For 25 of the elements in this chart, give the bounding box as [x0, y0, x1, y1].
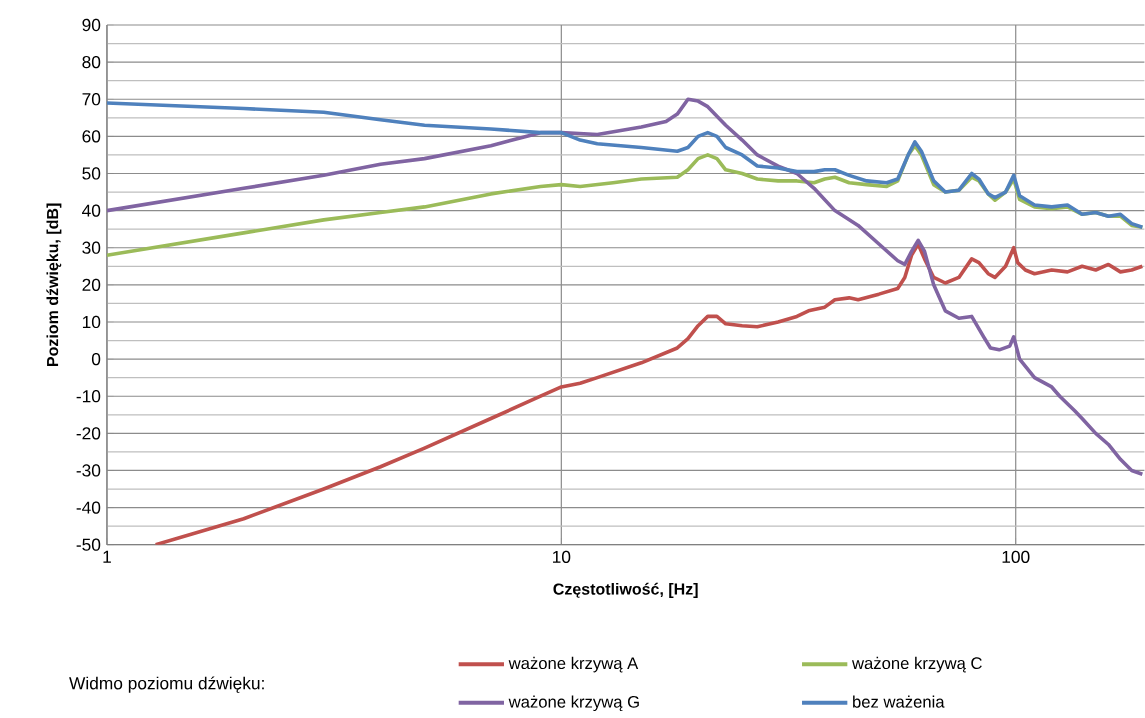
- y-tick-label: 70: [82, 93, 101, 106]
- legend-label: ważone krzywą C: [851, 657, 982, 673]
- legend-title: Widmo poziomu dźwięku:: [69, 676, 264, 694]
- legend-label: ważone krzywą G: [508, 695, 639, 712]
- y-tick-label: 40: [82, 204, 101, 217]
- legend-label: bez ważenia: [853, 695, 945, 708]
- y-tick-label: -40: [76, 501, 101, 514]
- y-tick-label: 30: [82, 241, 101, 255]
- x-tick-label: 1: [103, 550, 111, 563]
- y-tick-label: 80: [82, 56, 101, 69]
- x-axis-title: Częstotliwość, [Hz]: [553, 583, 698, 599]
- y-tick-label: 60: [82, 130, 101, 143]
- y-tick-label: -50: [76, 538, 101, 552]
- y-tick-label: 90: [82, 19, 101, 32]
- y-tick-label: 20: [82, 278, 101, 292]
- y-tick-label: 50: [82, 167, 101, 180]
- y-tick-label: -20: [76, 427, 101, 440]
- x-tick-label: 100: [1002, 550, 1030, 564]
- x-tick-label: 10: [553, 550, 571, 564]
- y-axis-title: Poziom dźwięku, [dB]: [46, 203, 62, 367]
- y-tick-label: 0: [91, 353, 101, 366]
- legend-label: ważone krzywą A: [508, 657, 639, 673]
- y-tick-label: -10: [76, 390, 101, 403]
- y-tick-label: -30: [76, 464, 101, 477]
- y-tick-label: 10: [82, 316, 101, 329]
